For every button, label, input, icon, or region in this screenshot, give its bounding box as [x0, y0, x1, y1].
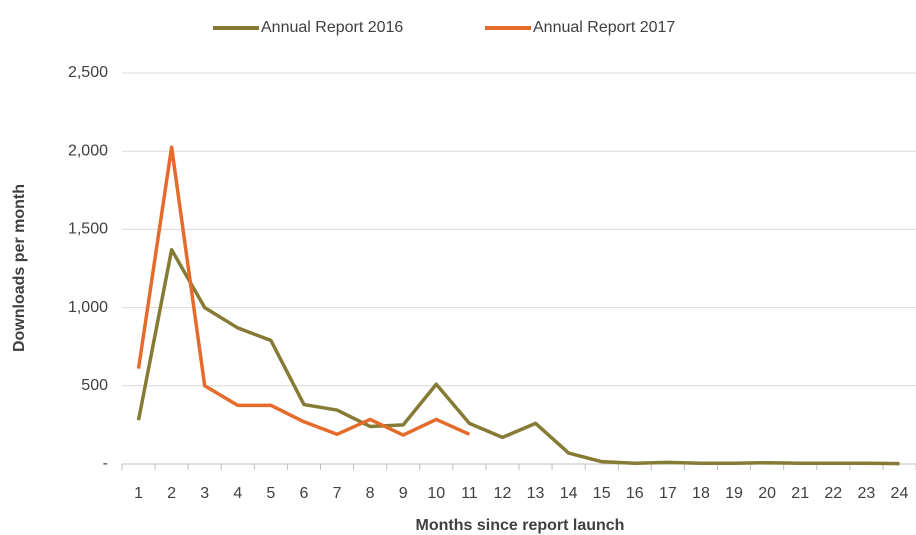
x-tick-label: 3 — [200, 485, 209, 502]
x-tick-label: 16 — [626, 485, 644, 502]
x-tick-label: 5 — [266, 485, 275, 502]
x-tick-label: 19 — [725, 485, 743, 502]
x-tick-label: 21 — [791, 485, 809, 502]
x-tick-label: 7 — [333, 485, 342, 502]
series-line — [136, 247, 900, 466]
x-tick-label: 22 — [824, 485, 842, 502]
x-tick-label: 8 — [366, 485, 375, 502]
x-axis-title: Months since report launch — [416, 517, 625, 534]
y-tick-label: 1,000 — [68, 299, 108, 316]
x-tick-label: 23 — [857, 485, 875, 502]
x-tick-label: 12 — [494, 485, 512, 502]
x-tick-label: 6 — [300, 485, 309, 502]
x-tick-label: 4 — [233, 485, 242, 502]
y-axis-title: Downloads per month — [11, 184, 28, 352]
y-tick-label: 500 — [81, 377, 108, 394]
x-tick-label: 10 — [427, 485, 445, 502]
legend-label: Annual Report 2017 — [533, 19, 675, 36]
x-tick-label: 9 — [399, 485, 408, 502]
x-tick-label: 14 — [560, 485, 578, 502]
x-tick-label: 2 — [167, 485, 176, 502]
x-tick-label: 15 — [593, 485, 611, 502]
y-tick-label: 1,500 — [68, 221, 108, 238]
x-tick-label: 20 — [758, 485, 776, 502]
x-tick-label: 1 — [134, 485, 143, 502]
x-tick-label: 11 — [461, 485, 478, 502]
legend-label: Annual Report 2016 — [261, 19, 403, 36]
x-tick-label: 17 — [659, 485, 677, 502]
x-tick-label: 24 — [891, 485, 909, 502]
y-tick-label: 2,500 — [68, 64, 108, 81]
y-tick-label: 2,000 — [68, 142, 108, 159]
series-line — [136, 145, 471, 437]
y-tick-label: - — [103, 455, 108, 472]
x-tick-label: 13 — [527, 485, 545, 502]
x-tick-label: 18 — [692, 485, 710, 502]
